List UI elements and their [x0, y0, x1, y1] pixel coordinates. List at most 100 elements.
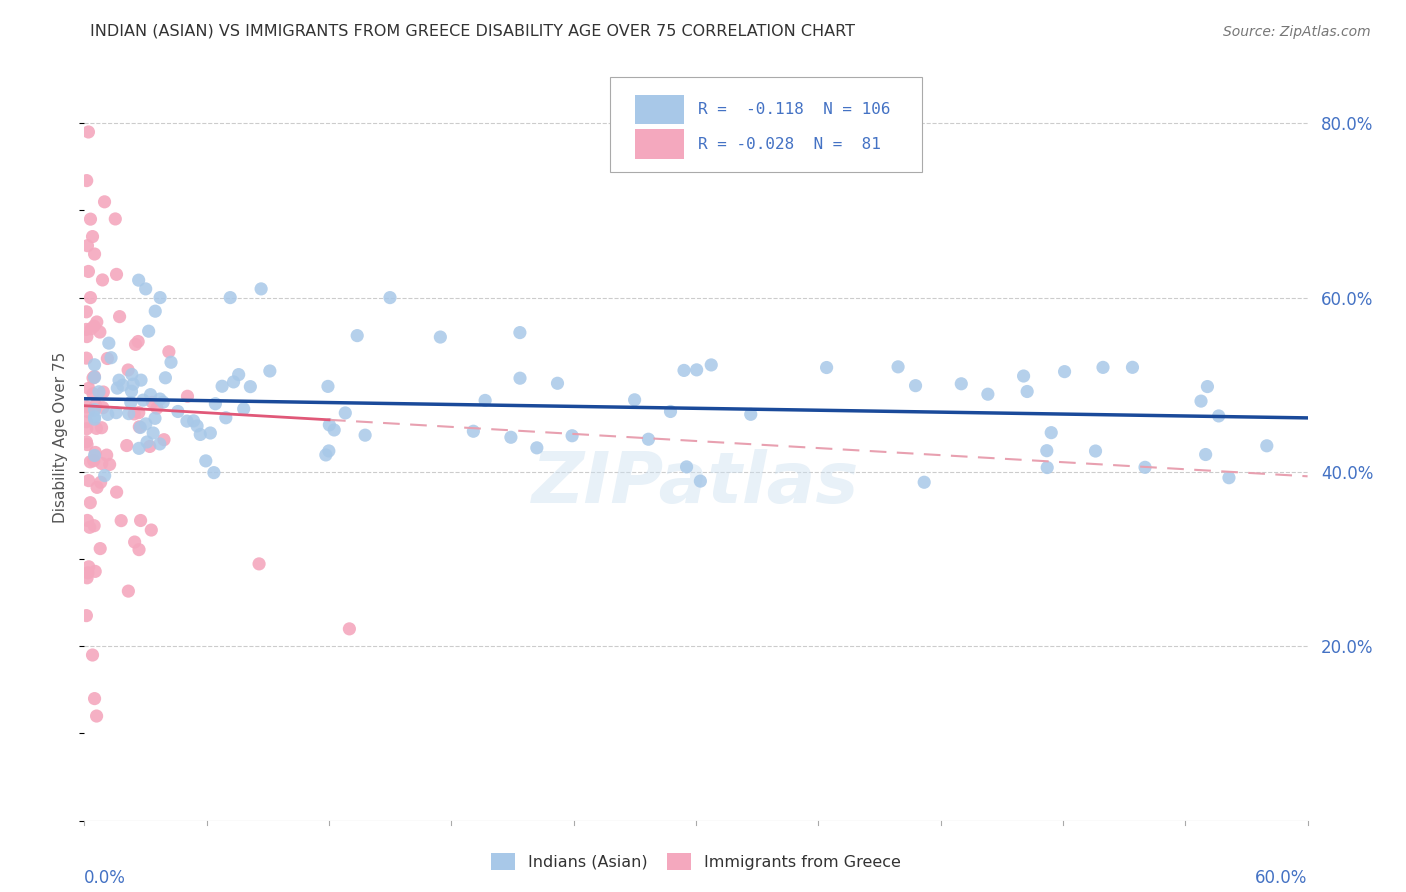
- Point: [121, 368, 143, 382]
- Point: [76, 571, 98, 585]
- Point: [1091, 360, 1114, 375]
- Point: [232, 401, 254, 416]
- Legend: Indians (Asian), Immigrants from Greece: Indians (Asian), Immigrants from Greece: [484, 846, 908, 878]
- Point: [83, 409, 105, 424]
- Point: [740, 407, 762, 421]
- Point: [77, 566, 100, 580]
- Point: [124, 535, 146, 549]
- Point: [89, 541, 111, 556]
- Point: [378, 291, 401, 305]
- Point: [90, 421, 112, 435]
- Point: [132, 393, 155, 408]
- Point: [141, 395, 163, 409]
- Point: [354, 428, 377, 442]
- Point: [75, 351, 97, 365]
- Point: [149, 392, 172, 406]
- Point: [335, 406, 357, 420]
- Point: [315, 448, 337, 462]
- Point: [188, 427, 211, 442]
- Point: [176, 389, 198, 403]
- Point: [100, 351, 122, 365]
- Point: [91, 385, 114, 400]
- Point: [128, 273, 150, 287]
- Point: [83, 319, 105, 334]
- Point: [149, 437, 172, 451]
- Point: [79, 496, 101, 510]
- Point: [75, 415, 97, 429]
- Point: [977, 387, 1000, 401]
- Point: [526, 441, 548, 455]
- Point: [912, 475, 935, 490]
- Point: [200, 425, 222, 440]
- Point: [194, 454, 217, 468]
- Point: [77, 381, 100, 395]
- Point: [1036, 460, 1059, 475]
- Point: [83, 370, 105, 384]
- Point: [76, 437, 98, 451]
- Point: [219, 291, 242, 305]
- Point: [75, 608, 97, 623]
- Point: [1256, 439, 1278, 453]
- Point: [547, 376, 569, 391]
- Point: [1012, 369, 1035, 384]
- Point: [83, 247, 105, 261]
- Point: [84, 565, 107, 579]
- Point: [97, 408, 120, 422]
- Point: [152, 395, 174, 409]
- Point: [97, 336, 120, 351]
- Point: [128, 419, 150, 434]
- Point: [637, 432, 659, 446]
- Point: [122, 407, 145, 421]
- Point: [93, 468, 115, 483]
- Point: [96, 448, 118, 462]
- Point: [247, 557, 270, 571]
- Point: [117, 584, 139, 599]
- Point: [104, 211, 127, 226]
- Point: [128, 442, 150, 456]
- Point: [211, 379, 233, 393]
- Text: R = -0.028  N =  81: R = -0.028 N = 81: [699, 136, 882, 152]
- Point: [83, 412, 105, 426]
- Point: [83, 358, 105, 372]
- Point: [82, 386, 104, 401]
- Point: [153, 433, 176, 447]
- Point: [1036, 443, 1059, 458]
- Point: [93, 194, 115, 209]
- Point: [623, 392, 645, 407]
- Text: 0.0%: 0.0%: [84, 869, 127, 887]
- Point: [105, 485, 128, 500]
- Point: [157, 344, 180, 359]
- Point: [167, 404, 190, 418]
- Point: [1040, 425, 1063, 440]
- Point: [79, 291, 101, 305]
- Point: [429, 330, 451, 344]
- Point: [1121, 360, 1143, 375]
- Point: [75, 305, 97, 319]
- Point: [76, 329, 98, 343]
- Point: [127, 334, 149, 349]
- Point: [135, 417, 157, 431]
- Point: [499, 430, 522, 444]
- Point: [111, 378, 134, 392]
- Point: [79, 212, 101, 227]
- Point: [110, 514, 132, 528]
- Text: ZIPatlas: ZIPatlas: [533, 449, 859, 517]
- Point: [82, 371, 104, 385]
- Point: [672, 363, 695, 377]
- Point: [160, 355, 183, 369]
- Point: [105, 381, 128, 395]
- Point: [121, 384, 143, 399]
- Text: Source: ZipAtlas.com: Source: ZipAtlas.com: [1223, 25, 1371, 39]
- Point: [1208, 409, 1230, 423]
- Point: [129, 420, 152, 434]
- Point: [77, 474, 100, 488]
- Point: [87, 384, 110, 399]
- Point: [83, 402, 105, 417]
- Point: [86, 421, 108, 435]
- Point: [259, 364, 281, 378]
- Point: [77, 264, 100, 278]
- Point: [115, 438, 138, 452]
- Point: [339, 622, 361, 636]
- Text: INDIAN (ASIAN) VS IMMIGRANTS FROM GREECE DISABILITY AGE OVER 75 CORRELATION CHAR: INDIAN (ASIAN) VS IMMIGRANTS FROM GREECE…: [90, 23, 855, 38]
- Point: [91, 273, 114, 287]
